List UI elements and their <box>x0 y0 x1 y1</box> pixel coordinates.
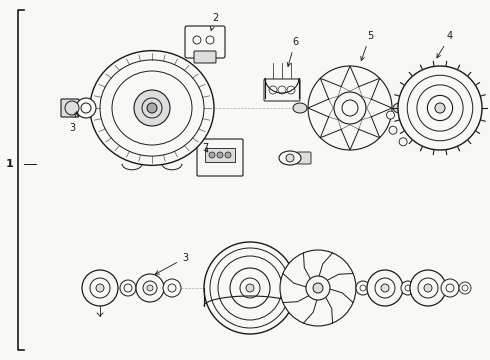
Circle shape <box>334 92 366 124</box>
Circle shape <box>387 111 394 119</box>
Circle shape <box>65 101 79 115</box>
Circle shape <box>225 152 231 158</box>
Circle shape <box>134 90 170 126</box>
Circle shape <box>367 270 403 306</box>
Circle shape <box>381 284 389 292</box>
Text: 3: 3 <box>155 253 188 274</box>
Circle shape <box>410 270 446 306</box>
Circle shape <box>306 276 330 300</box>
Circle shape <box>459 282 471 294</box>
Ellipse shape <box>293 103 307 113</box>
Circle shape <box>399 138 407 146</box>
Circle shape <box>204 242 296 334</box>
Circle shape <box>389 126 397 134</box>
Circle shape <box>82 270 118 306</box>
Circle shape <box>280 250 356 326</box>
FancyBboxPatch shape <box>194 51 216 63</box>
Circle shape <box>356 281 370 295</box>
Circle shape <box>313 283 323 293</box>
Circle shape <box>246 284 254 292</box>
FancyBboxPatch shape <box>264 79 300 101</box>
Circle shape <box>209 152 215 158</box>
FancyBboxPatch shape <box>297 152 311 164</box>
Text: 2: 2 <box>210 13 218 31</box>
Circle shape <box>217 152 223 158</box>
FancyBboxPatch shape <box>197 139 243 176</box>
Ellipse shape <box>393 103 407 113</box>
Text: 5: 5 <box>361 31 373 60</box>
Circle shape <box>120 280 136 296</box>
Text: 6: 6 <box>287 37 298 67</box>
Circle shape <box>398 66 482 150</box>
Circle shape <box>147 285 153 291</box>
Circle shape <box>435 103 445 113</box>
Circle shape <box>286 154 294 162</box>
Circle shape <box>308 66 392 150</box>
Circle shape <box>401 281 415 295</box>
Text: 3: 3 <box>69 112 78 133</box>
Circle shape <box>136 274 164 302</box>
Text: 7: 7 <box>202 143 208 153</box>
Ellipse shape <box>279 151 301 165</box>
Circle shape <box>424 284 432 292</box>
Circle shape <box>441 279 459 297</box>
FancyBboxPatch shape <box>185 26 225 58</box>
Text: 1: 1 <box>6 159 14 169</box>
Circle shape <box>147 103 157 113</box>
Text: 4: 4 <box>437 31 453 58</box>
Circle shape <box>163 279 181 297</box>
Ellipse shape <box>90 51 214 165</box>
Circle shape <box>76 98 96 118</box>
FancyBboxPatch shape <box>61 99 79 117</box>
Bar <box>205 148 235 162</box>
Circle shape <box>96 284 104 292</box>
